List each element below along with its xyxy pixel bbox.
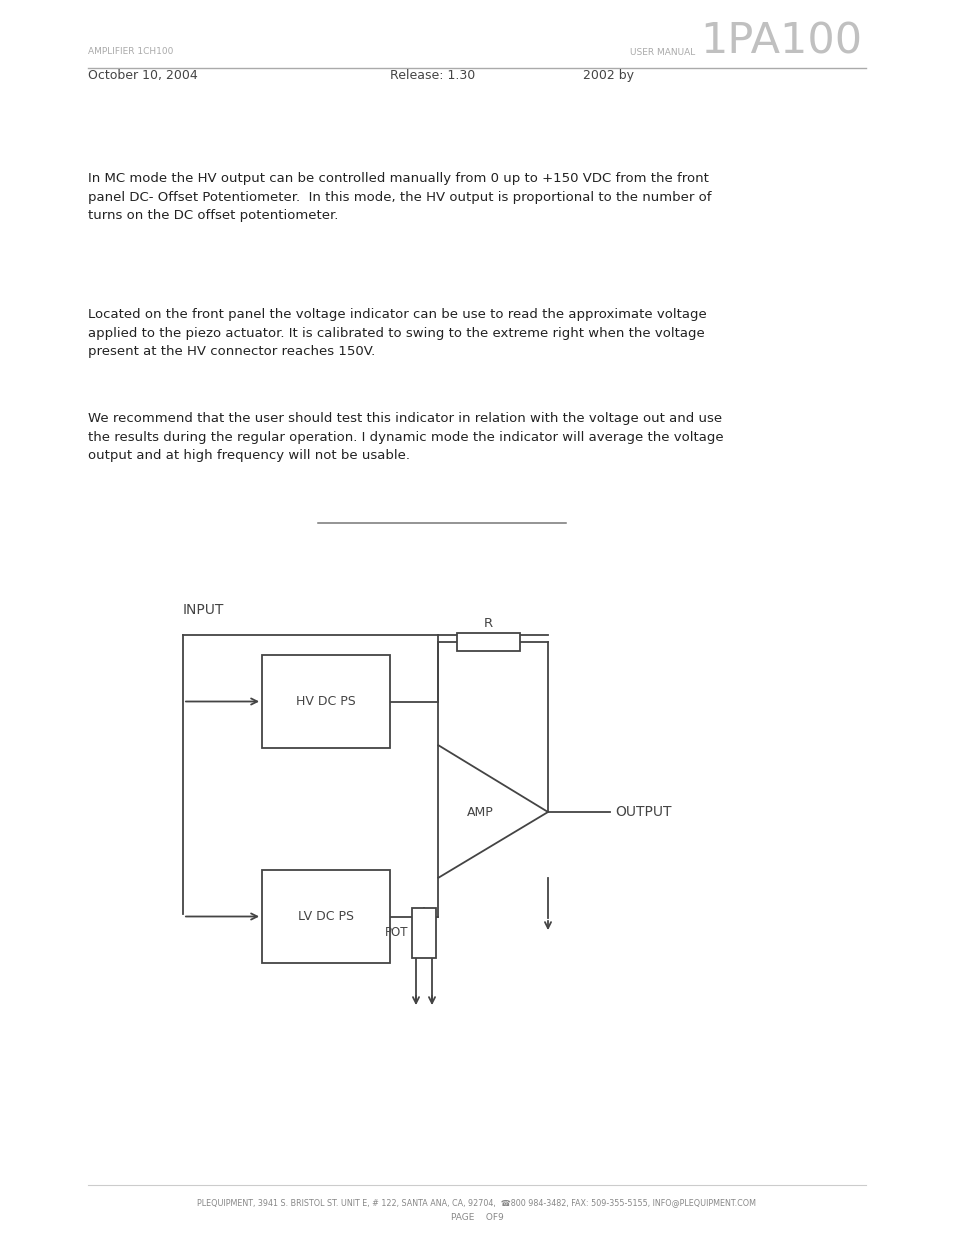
- Text: Located on the front panel the voltage indicator can be use to read the approxim: Located on the front panel the voltage i…: [88, 308, 706, 358]
- Text: POT: POT: [384, 926, 408, 940]
- Text: HV DC PS: HV DC PS: [295, 695, 355, 708]
- Text: OUTPUT: OUTPUT: [615, 805, 671, 819]
- Text: PLEQUIPMENT, 3941 S. BRISTOL ST. UNIT E, # 122, SANTA ANA, CA, 92704,  ☎800 984-: PLEQUIPMENT, 3941 S. BRISTOL ST. UNIT E,…: [197, 1198, 756, 1207]
- Text: PAGE    OF9: PAGE OF9: [450, 1213, 503, 1221]
- Text: Release: 1.30: Release: 1.30: [390, 69, 475, 82]
- Polygon shape: [437, 745, 547, 878]
- Text: 2002 by: 2002 by: [582, 69, 634, 82]
- Bar: [456, 634, 519, 651]
- Text: In MC mode the HV output can be controlled manually from 0 up to +150 VDC from t: In MC mode the HV output can be controll…: [88, 172, 711, 222]
- Text: 1PA100: 1PA100: [700, 21, 862, 63]
- Text: LV DC PS: LV DC PS: [297, 910, 354, 923]
- Text: R: R: [483, 618, 493, 630]
- Text: AMP: AMP: [466, 805, 493, 819]
- Bar: [262, 655, 390, 748]
- Text: AMPLIFIER 1CH100: AMPLIFIER 1CH100: [88, 47, 173, 56]
- Text: We recommend that the user should test this indicator in relation with the volta: We recommend that the user should test t…: [88, 412, 723, 462]
- Text: INPUT: INPUT: [183, 603, 224, 618]
- Text: USER MANUAL: USER MANUAL: [629, 48, 695, 57]
- Bar: [262, 869, 390, 963]
- Text: October 10, 2004: October 10, 2004: [88, 69, 197, 82]
- Bar: [412, 908, 436, 958]
